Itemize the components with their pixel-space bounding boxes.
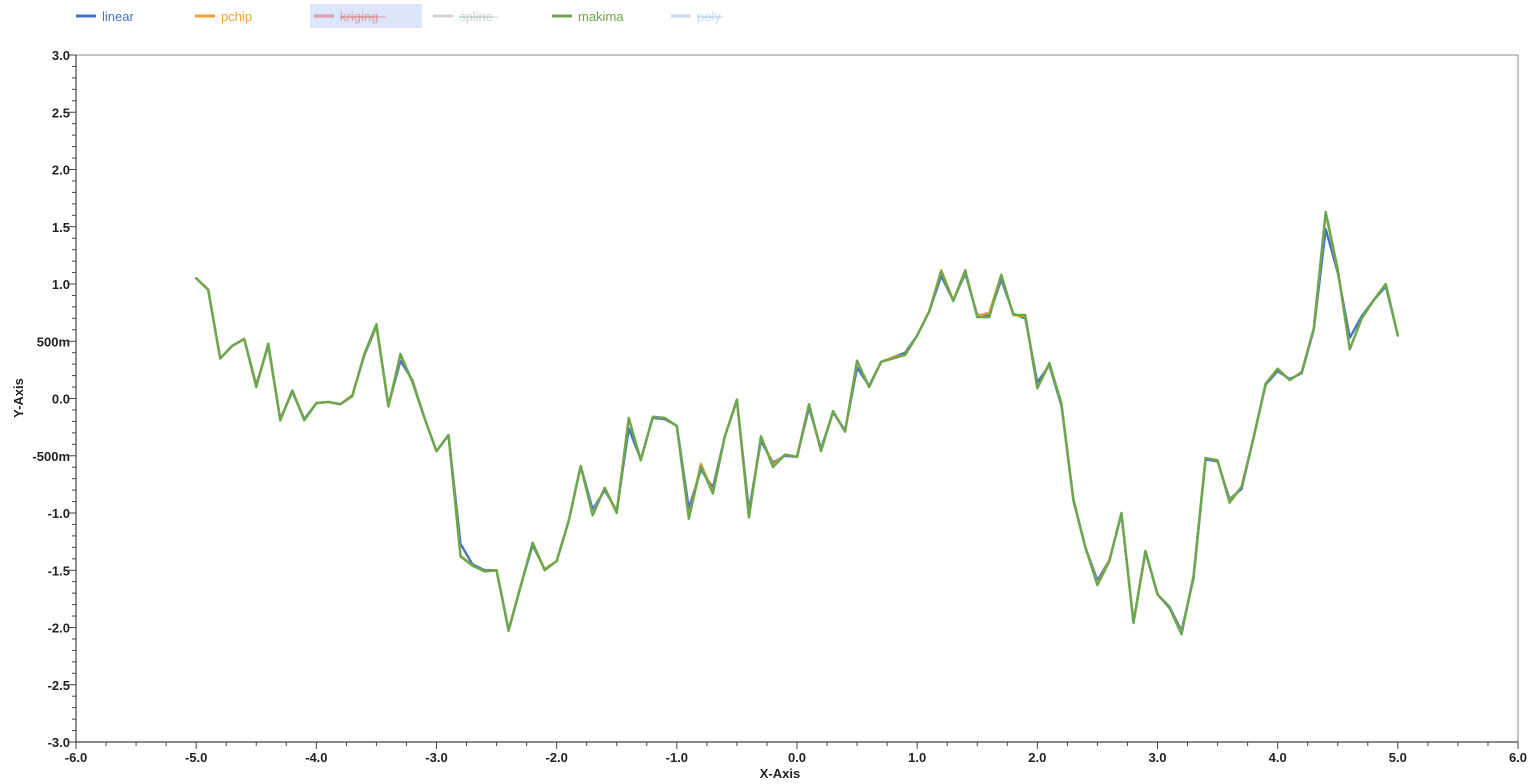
series-layer bbox=[194, 210, 1400, 636]
legend-label-pchip: pchip bbox=[221, 9, 252, 24]
y-tick-label: -1.0 bbox=[48, 506, 70, 521]
legend: linear pchip kriging spline makima poly bbox=[76, 4, 724, 28]
plot-area bbox=[75, 54, 1519, 743]
y-tick-label: -3.0 bbox=[48, 735, 70, 750]
y-tick-label: 2.5 bbox=[52, 105, 70, 120]
x-tick-label: -2.0 bbox=[545, 750, 567, 765]
x-tick-label: 1.0 bbox=[908, 750, 926, 765]
y-axis: 3.0 2.5 2.0 1.5 1.0 500m 0.0 -500m -1.0 -1.5 -2.0 -… bbox=[32, 48, 76, 750]
series-line-makima bbox=[194, 210, 1400, 636]
x-tick-label: 2.0 bbox=[1028, 750, 1046, 765]
x-tick-label: -6.0 bbox=[65, 750, 87, 765]
x-tick-label: 0.0 bbox=[788, 750, 806, 765]
x-tick-label: 5.0 bbox=[1389, 750, 1407, 765]
x-tick-label: -5.0 bbox=[185, 750, 207, 765]
y-tick-label: -1.5 bbox=[48, 563, 70, 578]
legend-label-makima: makima bbox=[578, 9, 624, 24]
x-axis-title: X-Axis bbox=[760, 766, 800, 781]
x-tick-label: 4.0 bbox=[1269, 750, 1287, 765]
y-tick-label: 2.0 bbox=[52, 163, 70, 178]
y-tick-label: -2.5 bbox=[48, 678, 70, 693]
y-tick-label: 0.0 bbox=[52, 392, 70, 407]
y-tick-label: 500m bbox=[37, 334, 70, 349]
x-tick-label: 3.0 bbox=[1148, 750, 1166, 765]
legend-item-linear[interactable]: linear bbox=[76, 9, 134, 24]
y-tick-label: 1.5 bbox=[52, 220, 70, 235]
x-tick-label: -4.0 bbox=[305, 750, 327, 765]
legend-item-makima[interactable]: makima bbox=[552, 9, 624, 24]
x-tick-label: -3.0 bbox=[425, 750, 447, 765]
legend-item-poly[interactable]: poly bbox=[671, 9, 724, 24]
y-tick-label: 1.0 bbox=[52, 277, 70, 292]
legend-item-pchip[interactable]: pchip bbox=[195, 9, 252, 24]
y-tick-label: 3.0 bbox=[52, 48, 70, 63]
series-line-pchip bbox=[194, 211, 1400, 635]
y-tick-label: -500m bbox=[32, 449, 70, 464]
legend-item-spline[interactable]: spline bbox=[433, 9, 499, 24]
legend-label-linear: linear bbox=[102, 9, 134, 24]
x-tick-label: 6.0 bbox=[1509, 750, 1527, 765]
series-line-linear bbox=[194, 227, 1400, 633]
x-tick-label: -1.0 bbox=[666, 750, 688, 765]
y-tick-label: -2.0 bbox=[48, 621, 70, 636]
y-axis-title: Y-Axis bbox=[11, 378, 26, 418]
legend-item-kriging[interactable]: kriging bbox=[310, 4, 422, 28]
x-axis: -6.0 -5.0 -4.0 -3.0 -2.0 -1.0 0.0 1.0 2.0 3.0 4.0 5… bbox=[65, 742, 1527, 765]
